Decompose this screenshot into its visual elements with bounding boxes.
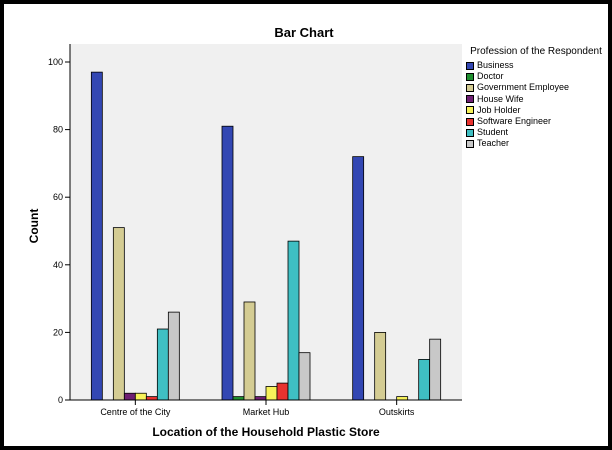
legend-swatch — [466, 72, 474, 81]
legend-item: Software Engineer — [466, 116, 606, 127]
chart-title: Bar Chart — [274, 25, 334, 40]
y-tick-label: 60 — [53, 192, 63, 202]
bar — [123, 392, 136, 401]
legend-label: Software Engineer — [477, 116, 552, 127]
y-tick-label: 20 — [53, 327, 63, 337]
bar — [287, 240, 300, 401]
legend-label: House Wife — [477, 93, 524, 104]
bar — [90, 71, 103, 401]
legend-swatch — [466, 106, 474, 115]
y-tick-label: 40 — [53, 260, 63, 270]
legend-label: Job Holder — [477, 104, 521, 115]
bar — [374, 331, 387, 401]
bar — [243, 301, 256, 401]
bar — [156, 328, 169, 401]
bar — [298, 352, 311, 401]
legend-label: Doctor — [477, 71, 504, 82]
legend-item: Job Holder — [466, 105, 606, 116]
legend-item: House Wife — [466, 94, 606, 105]
bar — [145, 396, 158, 401]
legend-label: Student — [477, 127, 509, 138]
bar — [418, 359, 431, 401]
bar — [265, 386, 278, 401]
legend-title: Profession of the Respondent — [470, 46, 602, 57]
legend-swatch — [466, 117, 474, 126]
legend-item: Student — [466, 127, 606, 138]
legend-items: Business Doctor Government Employee House W… — [466, 60, 606, 150]
legend-item: Government Employee — [466, 82, 606, 93]
legend: Profession of the Respondent Business Doc… — [466, 46, 606, 150]
x-tick-label: Outskirts — [379, 407, 415, 417]
x-axis-label: Location of the Household Plastic Store — [152, 425, 380, 439]
bar — [221, 125, 234, 401]
y-tick-label: 100 — [48, 57, 63, 67]
x-tick-label: Centre of the City — [100, 407, 171, 417]
y-tick-label: 0 — [58, 395, 63, 405]
legend-label: Business — [477, 60, 514, 71]
bar — [232, 396, 245, 401]
legend-swatch — [466, 139, 474, 148]
legend-swatch — [466, 95, 474, 104]
bar — [429, 338, 442, 401]
legend-label: Government Employee — [477, 82, 570, 93]
x-axis-ticks: Centre of the City Market Hub Outskirts — [70, 399, 462, 417]
bar — [396, 396, 409, 401]
bar — [167, 311, 180, 401]
y-axis-ticks: 0 20 40 60 80 100 — [48, 44, 71, 405]
bar — [254, 396, 267, 401]
bar — [134, 392, 147, 401]
bar — [112, 227, 125, 401]
bar — [352, 156, 365, 401]
legend-swatch — [466, 128, 474, 137]
legend-swatch — [466, 83, 474, 92]
legend-item: Teacher — [466, 138, 606, 149]
y-axis-label: Count — [27, 209, 41, 244]
legend-item: Business — [466, 60, 606, 71]
plot-area — [70, 44, 462, 400]
legend-item: Doctor — [466, 71, 606, 82]
legend-label: Teacher — [477, 138, 510, 149]
x-tick-label: Market Hub — [243, 407, 290, 417]
y-tick-label: 80 — [53, 125, 63, 135]
legend-swatch — [466, 61, 474, 70]
bar — [276, 382, 289, 401]
